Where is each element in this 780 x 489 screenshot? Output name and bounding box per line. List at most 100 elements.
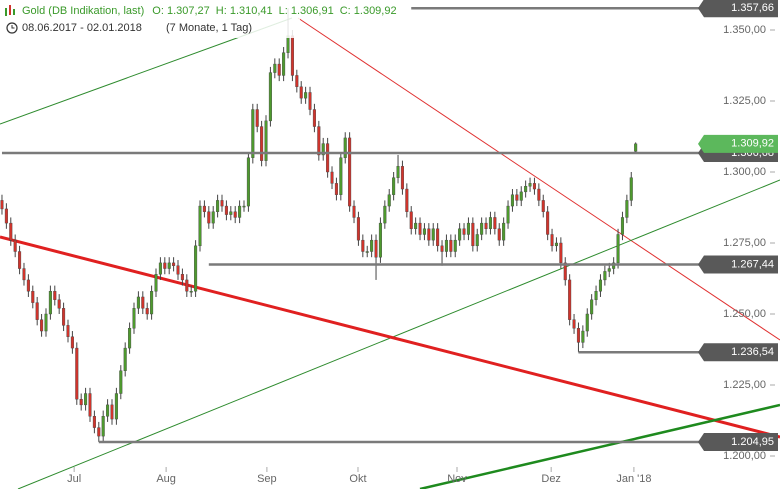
x-tick-label: Nov <box>447 473 467 485</box>
candle-body <box>343 137 347 158</box>
candle-body <box>79 398 83 406</box>
candle-body <box>405 188 409 212</box>
candle-body <box>62 308 66 326</box>
candle-body <box>396 166 400 178</box>
candle-body <box>185 279 189 292</box>
candle-body <box>502 222 506 241</box>
candle-body <box>202 205 206 212</box>
candle-body <box>268 72 272 122</box>
candle-body <box>528 183 532 187</box>
candle-body <box>70 336 74 349</box>
candle-body <box>229 211 233 215</box>
candle-body <box>356 217 360 241</box>
candle-body <box>224 205 228 215</box>
candle-body <box>172 262 176 266</box>
candle-body <box>607 268 611 272</box>
candle-body <box>550 234 554 247</box>
candle-body <box>590 299 594 315</box>
candle-body <box>532 183 536 190</box>
candle-body <box>150 291 154 315</box>
candle-body <box>22 268 26 281</box>
candle-body <box>189 291 193 293</box>
candle-body <box>515 194 519 201</box>
x-tick-label: Jul <box>67 473 81 485</box>
candle-body <box>598 279 602 292</box>
candle-body <box>216 200 220 212</box>
candle-body <box>462 228 466 235</box>
candle-body <box>31 291 35 303</box>
candle-body <box>466 222 470 235</box>
candle-body <box>312 109 316 127</box>
ohlc-label: C: 1.309,92 <box>340 5 397 17</box>
candle-body <box>264 120 268 161</box>
candle-body <box>317 126 321 156</box>
candle-body <box>475 234 479 247</box>
header-bg <box>0 0 300 38</box>
level-box <box>698 255 778 274</box>
candle-body <box>106 404 110 417</box>
candle-body <box>48 291 52 315</box>
candle-body <box>123 347 127 371</box>
candle-body <box>541 200 545 212</box>
candle-body <box>57 299 61 309</box>
candle-body <box>35 302 39 320</box>
candle-body <box>365 251 369 253</box>
level-box <box>698 432 778 451</box>
candle-body <box>339 157 343 195</box>
candle-body <box>26 279 30 292</box>
candle-body <box>326 143 330 173</box>
candle-body <box>295 75 299 87</box>
candle-body <box>370 239 374 252</box>
candle-body <box>480 222 484 235</box>
header-icon <box>5 5 15 16</box>
candle-body <box>519 191 523 201</box>
clock-hands <box>11 25 15 29</box>
candle-body <box>506 205 510 224</box>
candle-body <box>97 427 101 437</box>
candle-body <box>0 200 4 210</box>
clock-icon <box>6 22 18 34</box>
candle-body <box>444 239 448 252</box>
candle-body <box>119 370 123 394</box>
candle-body <box>629 177 633 201</box>
candle-body <box>53 291 57 300</box>
candle-body <box>198 205 202 247</box>
candle-body <box>330 171 334 184</box>
candle-body <box>207 211 211 224</box>
candle-body <box>572 319 576 329</box>
level-box <box>698 0 778 18</box>
candle-body <box>493 217 497 229</box>
candle-body <box>101 416 105 437</box>
candle-body <box>625 200 629 218</box>
candle-body <box>136 296 140 309</box>
candle-body <box>414 222 418 229</box>
candle-body <box>563 262 567 281</box>
candle-body <box>211 211 215 224</box>
candle-body <box>537 188 541 201</box>
candle-body <box>321 143 325 156</box>
level-label: 1.267,44 <box>731 258 774 270</box>
candle-body <box>418 222 422 235</box>
y-tick-label: 1.325,00 <box>723 95 766 107</box>
candle-body <box>634 143 638 152</box>
last-price-box <box>698 134 778 153</box>
candle-body <box>238 205 242 218</box>
date-range: 08.06.2017 - 02.01.2018 <box>22 22 142 34</box>
candle-body <box>44 313 48 332</box>
level-label: 1.204,95 <box>731 436 774 448</box>
level-box <box>698 343 778 362</box>
chart-title: Gold (DB Indikation, last) <box>22 5 144 17</box>
candle-body <box>251 109 255 158</box>
candle-body <box>431 228 435 241</box>
candle-body <box>308 92 312 110</box>
candle-body <box>361 239 365 252</box>
candle-body <box>233 211 237 218</box>
x-tick-label: Aug <box>156 473 176 485</box>
plot: 1.350,00 1.325,00 1.300,00 1.275,00 1.250,00… <box>0 8 775 485</box>
y-tick-label: 1.250,00 <box>723 308 766 320</box>
y-tick-label: 1.275,00 <box>723 237 766 249</box>
candle-body <box>88 393 92 417</box>
candle-body <box>167 262 171 269</box>
y-tick-label: 1.200,00 <box>723 450 766 462</box>
candle-body <box>299 86 303 99</box>
